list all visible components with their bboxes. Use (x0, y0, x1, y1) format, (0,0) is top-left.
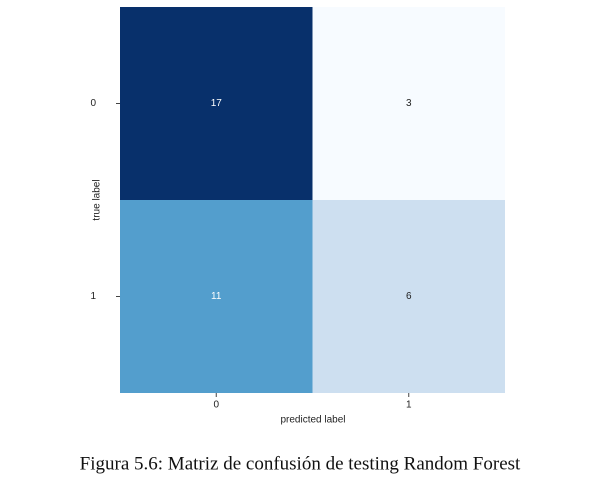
cell-label: 6 (406, 291, 412, 302)
y-tick-label: 1 (90, 291, 96, 302)
y-axis-label: true label (92, 179, 103, 220)
x-axis-label: predicted label (280, 415, 345, 426)
cell-label: 3 (406, 98, 412, 109)
cell-label: 11 (211, 291, 222, 302)
cell-label: 17 (211, 98, 223, 109)
heatmap-cell (312, 7, 505, 200)
heatmap-cell (120, 7, 313, 200)
x-tick-label: 1 (406, 400, 412, 411)
heatmap-cell (120, 200, 313, 393)
x-tick-label: 0 (213, 400, 219, 411)
heatmap-cell (312, 200, 505, 393)
caption: Figura 5.6: Matriz de confusión de testi… (80, 453, 521, 474)
y-tick-label: 0 (90, 98, 96, 109)
